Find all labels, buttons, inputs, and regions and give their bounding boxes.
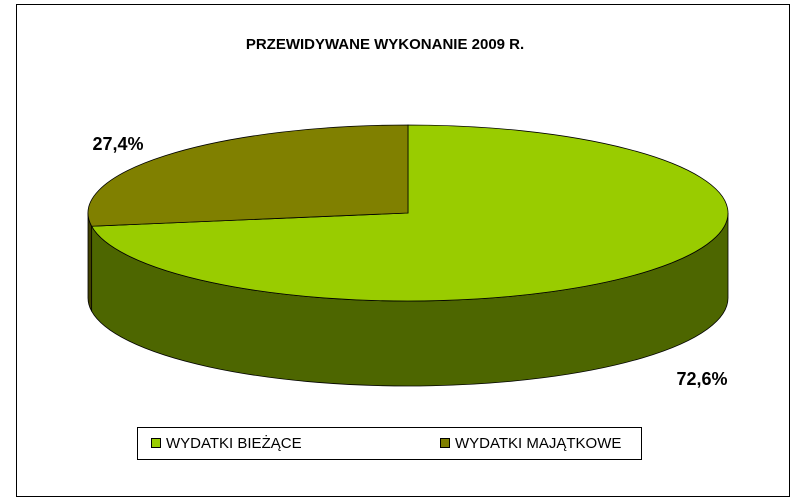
data-label: 72,6% — [676, 369, 727, 389]
legend-swatch — [151, 438, 161, 448]
pie-slice-side — [87, 212, 93, 312]
legend-box — [137, 427, 642, 460]
legend-swatch — [440, 438, 450, 448]
pie-slice — [90, 124, 729, 302]
legend-label: WYDATKI BIEŻĄCE — [166, 434, 302, 452]
data-label: 27,4% — [92, 134, 143, 154]
legend-label: WYDATKI MAJĄTKOWE — [455, 435, 621, 452]
chart-title: PRZEWIDYWANE WYKONANIE 2009 R. — [246, 36, 524, 53]
pie-slice — [87, 124, 409, 227]
